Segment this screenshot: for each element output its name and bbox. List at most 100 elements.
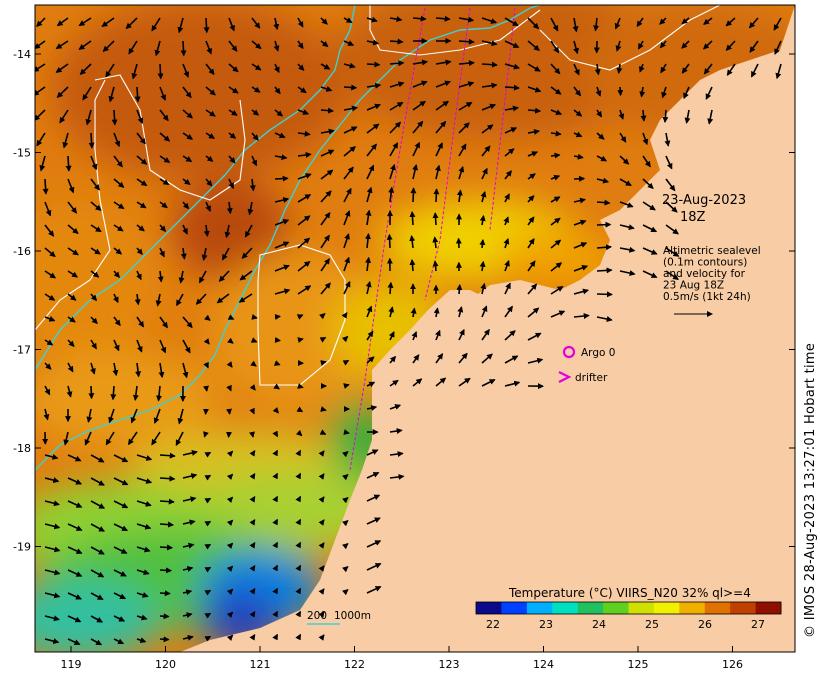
velocity-arrow: [86, 408, 93, 423]
velocity-arrow: [573, 86, 582, 97]
velocity-arrow: [665, 201, 678, 213]
velocity-arrow: [67, 293, 77, 301]
velocity-arrow: [642, 224, 658, 233]
velocity-arrow: [204, 543, 212, 550]
velocity-arrow: [249, 541, 256, 549]
velocity-arrow: [366, 61, 381, 68]
velocity-arrow: [681, 63, 690, 74]
velocity-arrow: [250, 360, 257, 367]
velocity-arrow: [131, 63, 138, 80]
velocity-arrow: [198, 270, 207, 284]
velocity-arrow: [79, 63, 92, 75]
velocity-arrow: [239, 270, 253, 281]
velocity-arrow: [596, 155, 608, 162]
velocity-arrow: [366, 471, 380, 479]
velocity-arrow: [320, 406, 327, 412]
velocity-arrow: [182, 109, 193, 119]
velocity-arrow: [681, 40, 690, 49]
map-frame: [34, 4, 796, 653]
velocity-arrow: [226, 473, 234, 481]
velocity-arrow: [125, 17, 138, 30]
velocity-arrow: [389, 38, 404, 45]
velocity-arrow: [272, 407, 279, 414]
velocity-arrow: [550, 109, 563, 115]
velocity-arrow: [297, 63, 305, 71]
velocity-arrow: [297, 86, 307, 94]
velocity-arrow: [55, 40, 69, 50]
velocity-arrow: [227, 314, 235, 320]
velocity-arrow: [78, 40, 92, 50]
sealevel-contours: [35, 5, 721, 386]
velocity-arrow: [638, 63, 645, 73]
velocity-arrow: [389, 101, 404, 111]
velocity-arrow: [90, 362, 96, 375]
velocity-arrow: [319, 429, 327, 436]
velocity-arrow: [136, 477, 153, 484]
velocity-arrow: [318, 473, 325, 480]
velocity-arrow: [90, 546, 105, 555]
velocity-arrow: [251, 109, 260, 116]
velocity-arrow: [412, 141, 421, 157]
velocity-arrow: [182, 316, 193, 329]
legend-line-1: (0.1m contours): [663, 257, 747, 269]
colorbar-swatch: [526, 602, 553, 614]
drifter-marker: [558, 371, 572, 383]
velocity-arrow: [113, 592, 127, 600]
velocity-arrow: [479, 260, 486, 272]
velocity-arrow: [62, 132, 69, 149]
velocity-arrow: [132, 385, 139, 401]
velocity-arrow: [228, 17, 235, 32]
velocity-arrow: [458, 60, 475, 67]
velocity-arrow: [366, 305, 373, 318]
velocity-arrow: [182, 362, 189, 379]
velocity-arrow: [432, 236, 439, 249]
velocity-arrow: [550, 174, 561, 181]
velocity-arrow: [218, 270, 230, 282]
velocity-arrow: [238, 293, 253, 303]
velocity-arrow: [155, 293, 162, 307]
velocity-arrow: [249, 518, 256, 526]
velocity-arrow: [504, 17, 519, 27]
legend-line-3: 23 Aug 18Z: [663, 280, 724, 292]
velocity-arrow: [159, 155, 171, 163]
velocity-arrow: [320, 190, 332, 203]
velocity-arrow: [573, 131, 583, 138]
velocity-arrow: [365, 209, 372, 226]
colorbar-swatch: [577, 602, 604, 614]
velocity-arrow: [151, 17, 161, 32]
isobath-1000m: [35, 5, 541, 471]
velocity-arrow: [343, 166, 354, 180]
velocity-arrow: [203, 17, 210, 34]
velocity-arrow: [204, 566, 212, 573]
velocity-arrow: [90, 615, 103, 623]
velocity-arrow: [386, 233, 393, 249]
velocity-arrow: [435, 15, 451, 22]
velocity-arrow: [550, 239, 562, 249]
velocity-arrow: [572, 17, 579, 33]
velocity-arrow: [250, 337, 258, 343]
velocity-arrow: [273, 360, 281, 366]
velocity-arrow: [274, 154, 288, 161]
velocity-arrow: [481, 353, 493, 364]
colorbar-tick: 26: [698, 618, 712, 631]
velocity-arrow: [159, 109, 169, 122]
scale-label-1000m: 1000m: [334, 610, 371, 622]
velocity-arrow: [272, 518, 279, 526]
velocity-arrow: [593, 17, 600, 32]
velocity-arrow: [182, 542, 195, 549]
velocity-arrow: [204, 520, 212, 527]
velocity-arrow: [456, 189, 463, 203]
velocity-arrow: [342, 566, 349, 573]
velocity-arrow: [65, 155, 72, 172]
velocity-arrow: [134, 293, 141, 306]
velocity-arrow: [136, 569, 150, 576]
velocity-arrow: [619, 178, 632, 187]
velocity-arrow: [343, 62, 356, 69]
velocity-arrow: [227, 337, 234, 344]
velocity-arrow: [320, 282, 331, 295]
velocity-arrow: [44, 362, 52, 370]
velocity-arrow: [343, 17, 353, 24]
lon-label: 124: [533, 658, 554, 671]
velocity-arrow: [458, 16, 475, 23]
